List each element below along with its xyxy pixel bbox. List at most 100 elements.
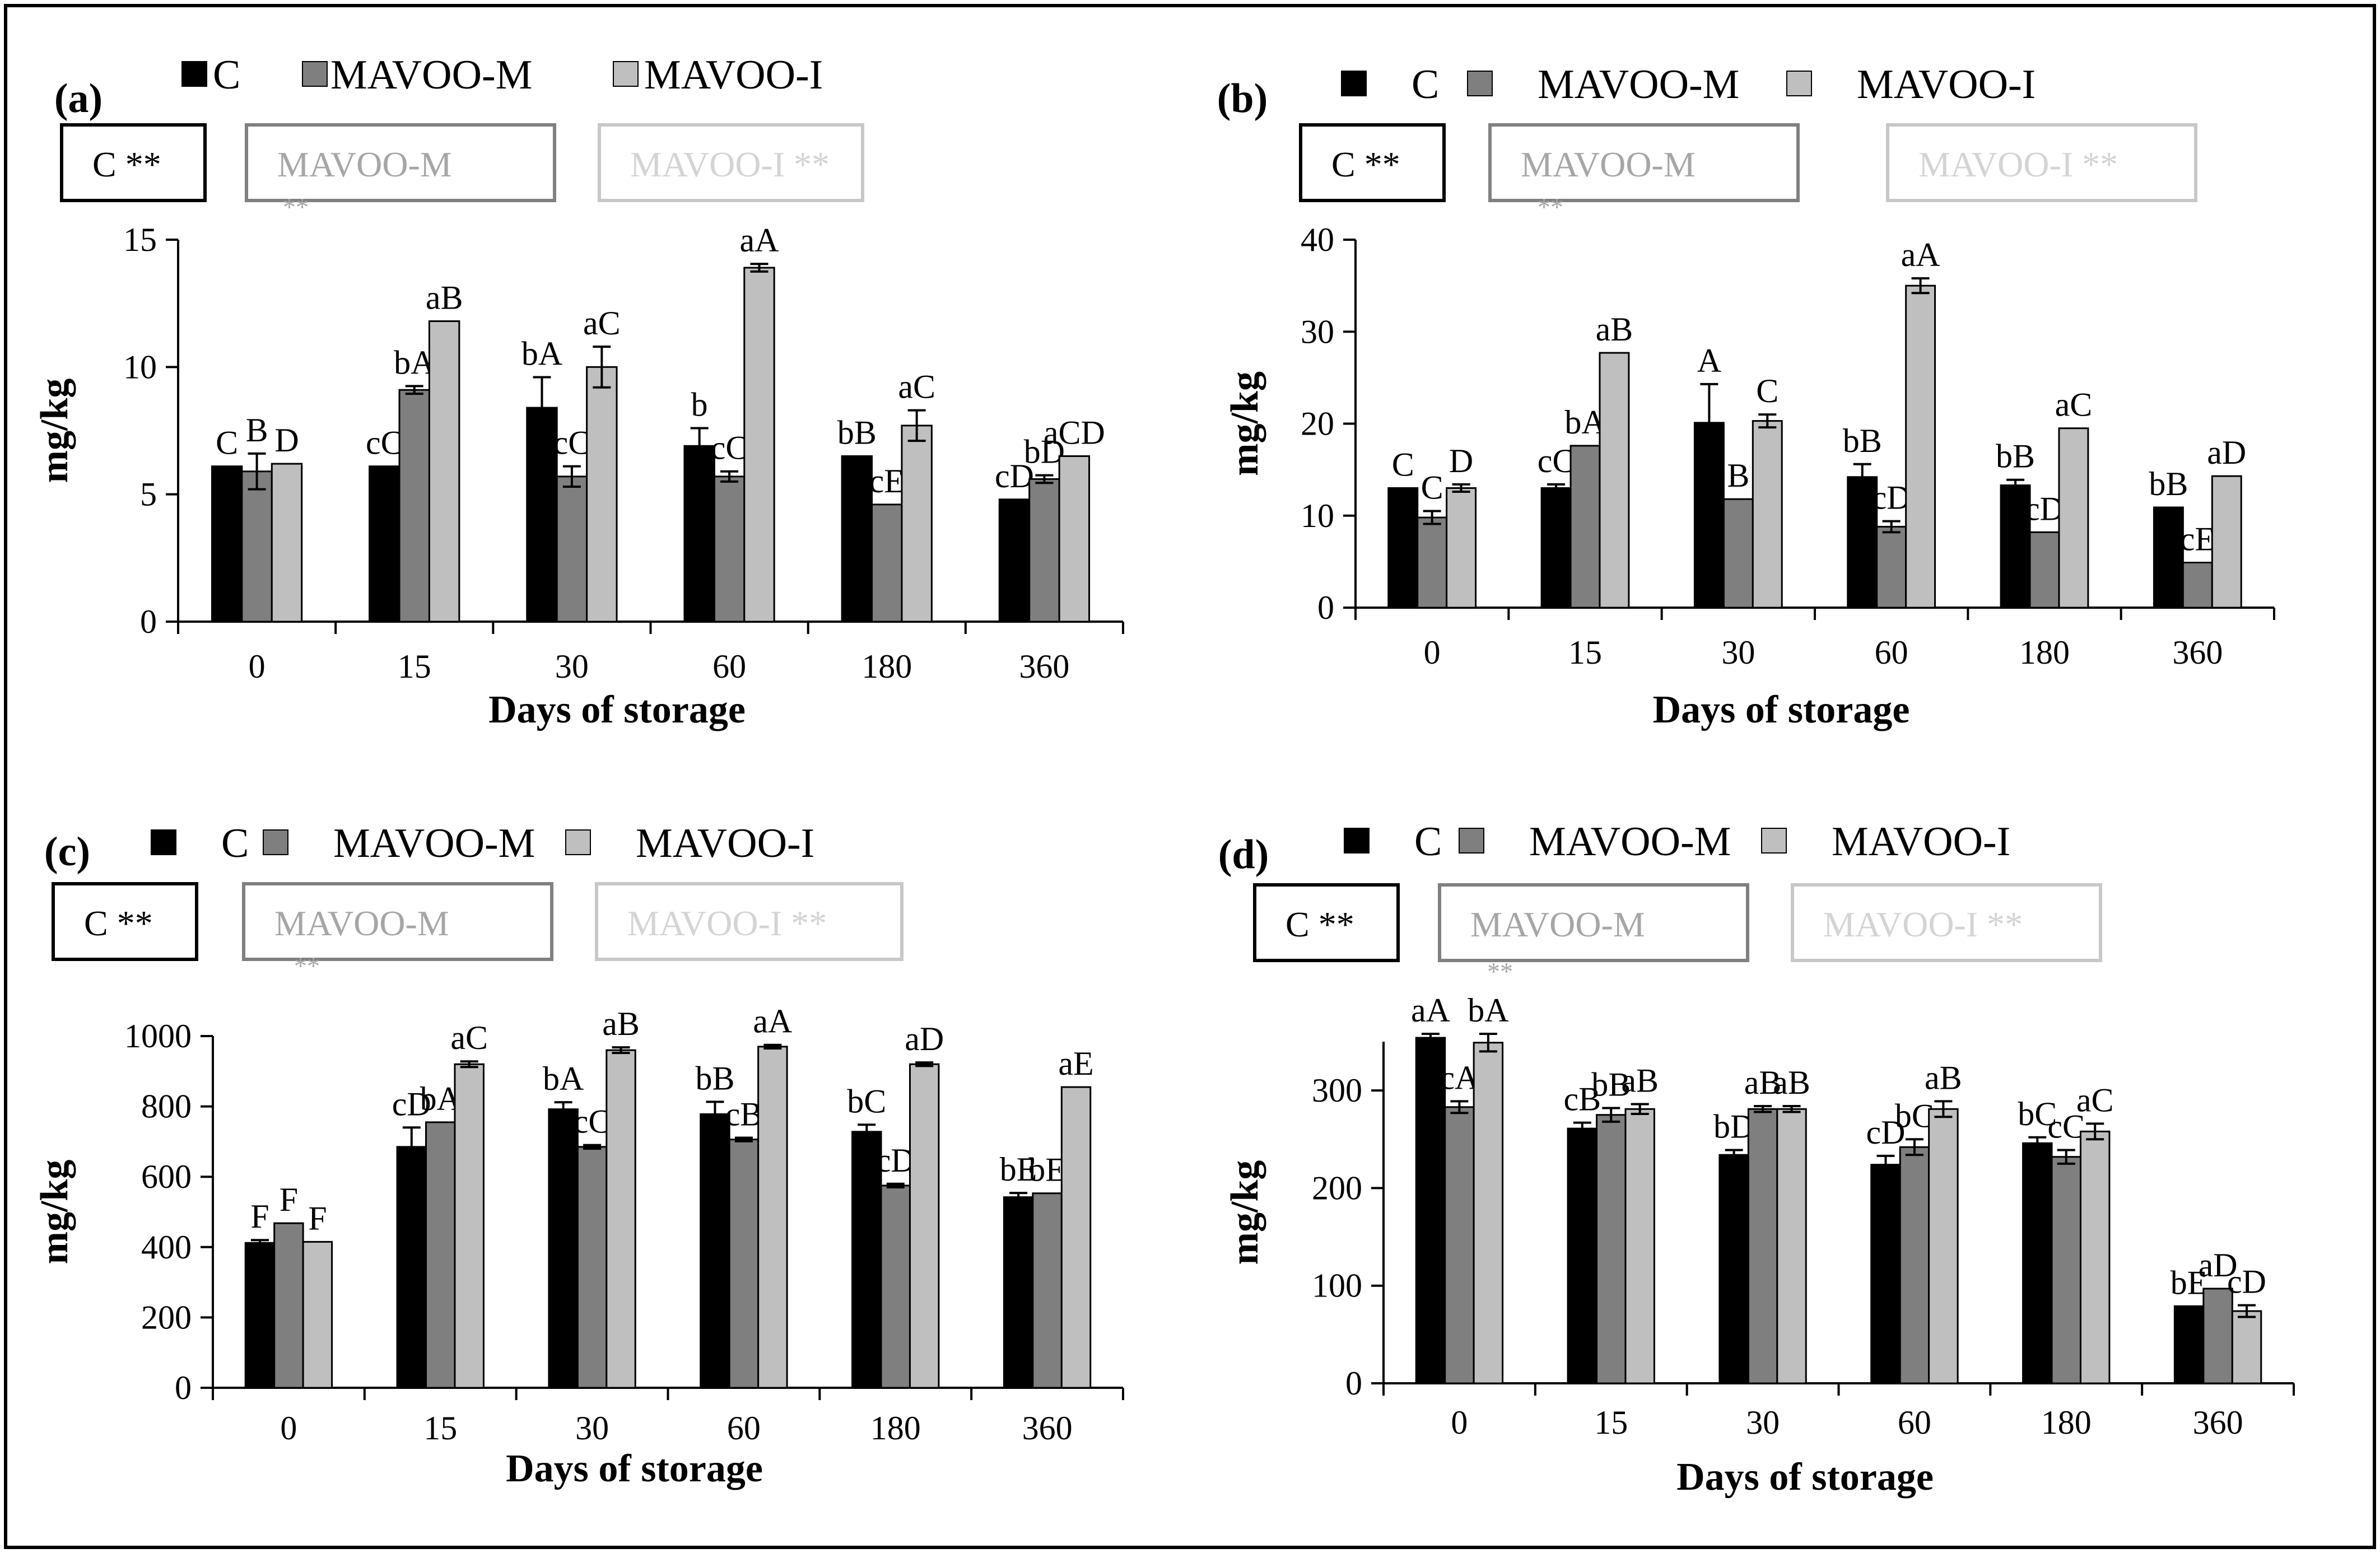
legend-label-2: MAVOO-I — [1832, 819, 2010, 865]
bar-MAVOO-I-60 — [757, 1046, 788, 1389]
x-tick-label: 180 — [861, 648, 912, 685]
y-tick-label: 15 — [123, 221, 157, 258]
bar-MAVOO-I-0 — [1446, 487, 1477, 609]
legend-label-2: MAVOO-I — [1857, 62, 2036, 108]
legend-label-0: C — [1414, 819, 1442, 865]
bar-label: bB — [837, 414, 877, 451]
y-axis-title: mg/kg — [1223, 1160, 1266, 1265]
significance-box-1 — [245, 123, 556, 202]
legend-label-0: C — [213, 52, 240, 98]
bar-label: aB — [1773, 1064, 1810, 1101]
y-tick-label: 20 — [1301, 405, 1334, 442]
significance-box-0 — [52, 882, 198, 961]
bar-label: cC — [2047, 1108, 2085, 1145]
bar-label: aC — [2055, 386, 2093, 423]
bar-C-360 — [1003, 1196, 1034, 1389]
bar-label: bA — [543, 1060, 584, 1097]
bar-MAVOO-M-0 — [241, 470, 273, 623]
chart-panel-3: (d) C MAVOO-M MAVOO-I C ** MAVOO-M MAVOO-I ** *… — [1218, 819, 2295, 1499]
significance-sub-label: ** — [283, 193, 309, 221]
y-tick-label: 100 — [1312, 1267, 1362, 1304]
bar-label: cD — [876, 1142, 915, 1179]
bar-MAVOO-M-360 — [2202, 1288, 2233, 1384]
legend-swatch-2 — [1761, 828, 1787, 854]
y-tick-label: 0 — [1345, 1365, 1362, 1402]
bar-label: cC — [574, 1103, 611, 1140]
legend-swatch-1 — [1459, 828, 1484, 854]
bar-C-180 — [841, 455, 873, 623]
bar-C-15 — [396, 1146, 427, 1389]
legend-label-1: MAVOO-M — [333, 820, 535, 866]
x-tick-label: 30 — [555, 648, 589, 685]
x-tick-label: 15 — [1594, 1404, 1628, 1441]
bar-label: B — [1727, 457, 1749, 494]
bar-MAVOO-M-0 — [1417, 516, 1448, 609]
significance-label-1: MAVOO-M — [277, 144, 452, 184]
bar-C-60 — [1870, 1164, 1901, 1384]
significance-label-2: MAVOO-I ** — [627, 903, 827, 943]
significance-box-1 — [1438, 883, 1749, 962]
bar-label: cD — [1872, 479, 1911, 516]
bar-label: aA — [1901, 236, 1940, 273]
bar-MAVOO-M-30 — [556, 475, 588, 623]
y-tick-label: 30 — [1301, 313, 1334, 350]
bar-MAVOO-M-30 — [1722, 498, 1754, 609]
chart-panel-1: (b) C MAVOO-M MAVOO-I C ** MAVOO-M MAVOO-I ** *… — [1217, 62, 2275, 731]
bar-C-0 — [211, 465, 243, 623]
y-tick-label: 600 — [141, 1158, 192, 1195]
bar-label: aA — [1411, 992, 1450, 1029]
y-tick-label: 0 — [1317, 589, 1334, 626]
significance-label-2: MAVOO-I ** — [1823, 904, 2023, 944]
y-tick-label: 5 — [140, 476, 157, 513]
significance-sub-label: ** — [1538, 193, 1563, 221]
legend-swatch-0 — [151, 829, 176, 855]
bar-label: bB — [1591, 1066, 1631, 1103]
bar-MAVOO-M-360 — [1028, 478, 1060, 623]
bar-MAVOO-I-15 — [454, 1063, 485, 1389]
legend-swatch-2 — [565, 829, 591, 855]
y-axis-title: mg/kg — [1223, 371, 1266, 476]
bar-MAVOO-I-15 — [1599, 352, 1630, 609]
bar-label: C — [1756, 372, 1778, 409]
x-tick-label: 60 — [1875, 634, 1908, 671]
legend-label-0: C — [1412, 62, 1439, 108]
bar-MAVOO-M-0 — [273, 1222, 304, 1389]
bar-MAVOO-I-30 — [1776, 1108, 1807, 1384]
x-axis-title: Days of storage — [1653, 688, 1910, 731]
bar-MAVOO-M-180 — [871, 503, 903, 623]
bar-label: aC — [2076, 1081, 2114, 1118]
bar-MAVOO-I-360 — [2231, 1310, 2262, 1384]
bar-MAVOO-M-30 — [1747, 1108, 1778, 1384]
significance-box-1 — [242, 882, 553, 961]
bar-label: aB — [426, 279, 463, 316]
panels: (a) C MAVOO-M MAVOO-I C ** MAVOO-M MAVOO-I ** *… — [33, 52, 2295, 1499]
y-tick-label: 200 — [141, 1299, 192, 1336]
significance-box-2 — [595, 882, 903, 961]
bar-label: F — [280, 1181, 298, 1218]
bar-MAVOO-I-30 — [586, 366, 618, 623]
bar-label: D — [274, 422, 299, 459]
bar-MAVOO-I-0 — [271, 463, 303, 623]
bar-label: bA — [1468, 992, 1508, 1029]
x-tick-label: 180 — [870, 1410, 921, 1447]
significance-box-0 — [1299, 123, 1446, 202]
bar-C-60 — [700, 1113, 730, 1389]
bar-MAVOO-M-0 — [1444, 1106, 1475, 1384]
bar-C-360 — [2153, 506, 2184, 609]
x-axis-title: Days of storage — [506, 1447, 763, 1490]
bar-label: cC — [553, 425, 591, 461]
bar-label: aB — [1596, 311, 1633, 348]
significance-label-0: C ** — [1331, 144, 1400, 184]
legend-swatch-1 — [302, 61, 328, 87]
x-tick-label: 30 — [1721, 634, 1755, 671]
figure-border — [4, 4, 2376, 1549]
bar-label: B — [246, 412, 268, 449]
bar-C-30 — [1718, 1154, 1749, 1384]
legend-label-1: MAVOO-M — [1529, 819, 1731, 865]
legend-swatch-1 — [263, 829, 288, 855]
significance-label-1: MAVOO-M — [1521, 144, 1696, 184]
bar-label: bA — [394, 344, 435, 381]
panel-label: (b) — [1217, 76, 1268, 122]
bar-MAVOO-I-60 — [1928, 1108, 1959, 1384]
